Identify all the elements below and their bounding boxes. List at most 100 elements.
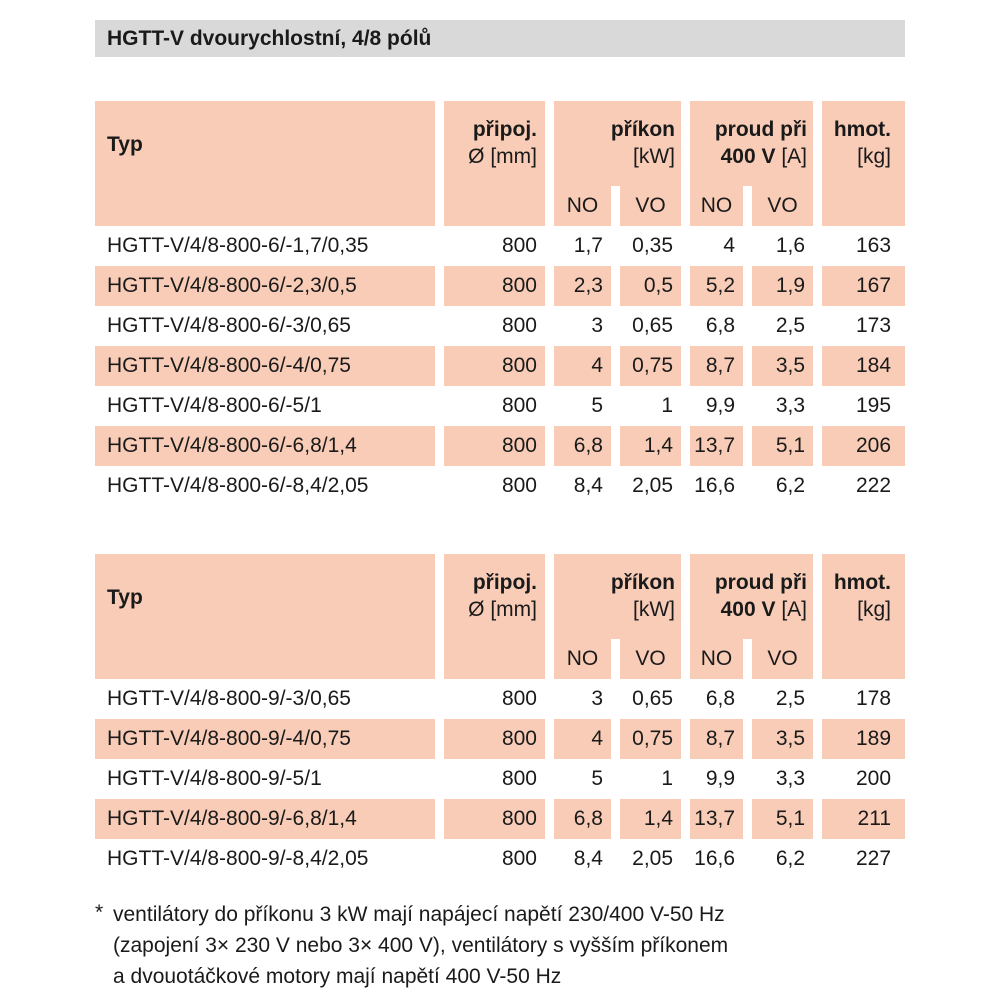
cell-hmot: 167 xyxy=(813,266,906,306)
col-header-proud: proud při 400 V [A] xyxy=(681,101,814,186)
cell-proud-no: 8,7 xyxy=(681,346,744,386)
cell-prikon-vo: 1,4 xyxy=(611,799,682,839)
cell-prikon-no: 5 xyxy=(545,386,611,426)
cell-proud-no: 4 xyxy=(681,226,744,266)
subcol-prikon-no: NO xyxy=(545,639,611,679)
footnote-line: ventilátory do příkonu 3 kW mají napájec… xyxy=(113,903,725,926)
spec-table-800-6: Typ připoj. Ø [mm] příkon [kW] proud při… xyxy=(95,101,906,506)
cell-proud-no: 13,7 xyxy=(681,426,744,466)
cell-proud-no: 6,8 xyxy=(681,306,744,346)
cell-proud-vo: 1,9 xyxy=(743,266,814,306)
cell-prikon-vo: 0,75 xyxy=(611,719,682,759)
cell-prikon-vo: 0,75 xyxy=(611,346,682,386)
footnote-line: a dvouotáčkové motory mají napětí 400 V-… xyxy=(113,965,562,988)
col-header-hmot: hmot. [kg] xyxy=(813,554,906,679)
cell-pripoj: 800 xyxy=(435,839,545,879)
table-row: HGTT-V/4/8-800-6/-1,7/0,35 800 1,7 0,35 … xyxy=(95,226,906,266)
cell-typ: HGTT-V/4/8-800-6/-6,8/1,4 xyxy=(95,426,435,466)
spec-table-800-9: Typ připoj. Ø [mm] příkon [kW] proud při… xyxy=(95,554,906,879)
cell-typ: HGTT-V/4/8-800-6/-4/0,75 xyxy=(95,346,435,386)
cell-proud-no: 16,6 xyxy=(681,839,744,879)
col-header-prikon: příkon [kW] xyxy=(545,554,682,639)
cell-hmot: 178 xyxy=(813,679,906,719)
col-header-typ: Typ xyxy=(95,554,435,679)
cell-prikon-no: 3 xyxy=(545,679,611,719)
cell-prikon-vo: 1 xyxy=(611,759,682,799)
table-row: HGTT-V/4/8-800-6/-5/1 800 5 1 9,9 3,3 19… xyxy=(95,386,906,426)
table-row: HGTT-V/4/8-800-6/-4/0,75 800 4 0,75 8,7 … xyxy=(95,346,906,386)
cell-prikon-no: 2,3 xyxy=(545,266,611,306)
cell-pripoj: 800 xyxy=(435,466,545,506)
col-header-typ: Typ xyxy=(95,101,435,226)
cell-typ: HGTT-V/4/8-800-9/-3/0,65 xyxy=(95,679,435,719)
subcol-proud-vo: VO xyxy=(743,639,814,679)
cell-typ: HGTT-V/4/8-800-6/-5/1 xyxy=(95,386,435,426)
section-title-bar: HGTT-V dvourychlostní, 4/8 pólů xyxy=(95,20,905,57)
cell-prikon-vo: 1 xyxy=(611,386,682,426)
cell-pripoj: 800 xyxy=(435,719,545,759)
cell-proud-no: 16,6 xyxy=(681,466,744,506)
cell-prikon-no: 6,8 xyxy=(545,426,611,466)
cell-proud-vo: 5,1 xyxy=(743,426,814,466)
cell-hmot: 189 xyxy=(813,719,906,759)
col-header-pripoj: připoj. Ø [mm] xyxy=(435,101,545,226)
table-row: HGTT-V/4/8-800-6/-6,8/1,4 800 6,8 1,4 13… xyxy=(95,426,906,466)
cell-prikon-no: 3 xyxy=(545,306,611,346)
cell-typ: HGTT-V/4/8-800-6/-8,4/2,05 xyxy=(95,466,435,506)
cell-prikon-no: 4 xyxy=(545,719,611,759)
subcol-proud-vo: VO xyxy=(743,186,814,226)
footnote-line: (zapojení 3× 230 V nebo 3× 400 V), venti… xyxy=(113,934,729,957)
cell-prikon-no: 8,4 xyxy=(545,466,611,506)
cell-prikon-vo: 0,35 xyxy=(611,226,682,266)
cell-proud-no: 9,9 xyxy=(681,759,744,799)
cell-proud-no: 9,9 xyxy=(681,386,744,426)
col-header-hmot: hmot. [kg] xyxy=(813,101,906,226)
cell-hmot: 195 xyxy=(813,386,906,426)
subcol-proud-no: NO xyxy=(681,186,744,226)
cell-prikon-vo: 2,05 xyxy=(611,839,682,879)
col-header-pripoj: připoj. Ø [mm] xyxy=(435,554,545,679)
cell-prikon-no: 4 xyxy=(545,346,611,386)
table-body-800-9: HGTT-V/4/8-800-9/-3/0,65 800 3 0,65 6,8 … xyxy=(95,679,906,879)
cell-proud-vo: 3,3 xyxy=(743,386,814,426)
table-header: Typ připoj. Ø [mm] příkon [kW] proud při… xyxy=(95,101,906,226)
table-header: Typ připoj. Ø [mm] příkon [kW] proud při… xyxy=(95,554,906,679)
cell-proud-vo: 6,2 xyxy=(743,839,814,879)
table-row: HGTT-V/4/8-800-6/-3/0,65 800 3 0,65 6,8 … xyxy=(95,306,906,346)
table-row: HGTT-V/4/8-800-9/-3/0,65 800 3 0,65 6,8 … xyxy=(95,679,906,719)
datasheet-page: HGTT-V dvourychlostní, 4/8 pólů Typ přip… xyxy=(95,20,906,992)
cell-pripoj: 800 xyxy=(435,386,545,426)
table-row: HGTT-V/4/8-800-9/-6,8/1,4 800 6,8 1,4 13… xyxy=(95,799,906,839)
cell-prikon-no: 1,7 xyxy=(545,226,611,266)
cell-hmot: 222 xyxy=(813,466,906,506)
cell-prikon-vo: 0,65 xyxy=(611,679,682,719)
section-title: HGTT-V dvourychlostní, 4/8 pólů xyxy=(107,26,432,50)
cell-pripoj: 800 xyxy=(435,306,545,346)
cell-prikon-vo: 0,5 xyxy=(611,266,682,306)
cell-proud-vo: 2,5 xyxy=(743,306,814,346)
cell-prikon-no: 8,4 xyxy=(545,839,611,879)
table-row: HGTT-V/4/8-800-9/-5/1 800 5 1 9,9 3,3 20… xyxy=(95,759,906,799)
cell-typ: HGTT-V/4/8-800-9/-6,8/1,4 xyxy=(95,799,435,839)
subcol-prikon-vo: VO xyxy=(611,186,682,226)
cell-typ: HGTT-V/4/8-800-9/-4/0,75 xyxy=(95,719,435,759)
col-header-proud: proud při 400 V [A] xyxy=(681,554,814,639)
cell-prikon-no: 6,8 xyxy=(545,799,611,839)
subcol-proud-no: NO xyxy=(681,639,744,679)
table-row: HGTT-V/4/8-800-9/-4/0,75 800 4 0,75 8,7 … xyxy=(95,719,906,759)
cell-hmot: 200 xyxy=(813,759,906,799)
cell-typ: HGTT-V/4/8-800-9/-5/1 xyxy=(95,759,435,799)
cell-proud-no: 5,2 xyxy=(681,266,744,306)
cell-typ: HGTT-V/4/8-800-9/-8,4/2,05 xyxy=(95,839,435,879)
cell-proud-vo: 3,5 xyxy=(743,346,814,386)
cell-typ: HGTT-V/4/8-800-6/-1,7/0,35 xyxy=(95,226,435,266)
table-row: HGTT-V/4/8-800-6/-8,4/2,05 800 8,4 2,05 … xyxy=(95,466,906,506)
subcol-prikon-vo: VO xyxy=(611,639,682,679)
cell-pripoj: 800 xyxy=(435,759,545,799)
table-row: HGTT-V/4/8-800-6/-2,3/0,5 800 2,3 0,5 5,… xyxy=(95,266,906,306)
cell-pripoj: 800 xyxy=(435,426,545,466)
cell-proud-vo: 6,2 xyxy=(743,466,814,506)
cell-typ: HGTT-V/4/8-800-6/-3/0,65 xyxy=(95,306,435,346)
footnote-text: ventilátory do příkonu 3 kW mají napájec… xyxy=(113,899,728,992)
cell-hmot: 211 xyxy=(813,799,906,839)
